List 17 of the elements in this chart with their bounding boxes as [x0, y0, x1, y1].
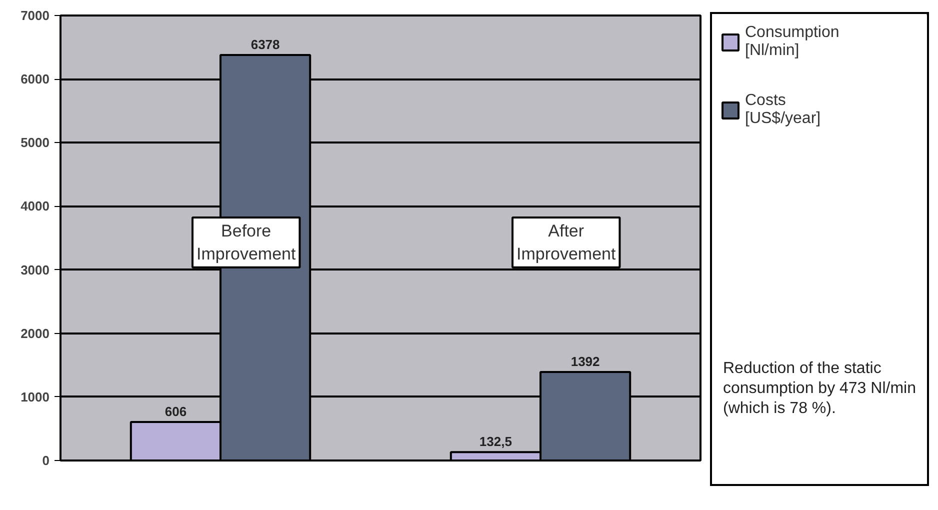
y-tick-label: 7000 [20, 8, 50, 23]
x-tick-label: Before Improvement [196, 222, 296, 264]
y-tick-label: 0 [42, 453, 50, 468]
data-label: 132,5 [479, 434, 512, 450]
legend-label: Costs [US$/year] [745, 91, 822, 129]
y-tick-label: 4000 [20, 198, 50, 214]
data-label: 606 [164, 404, 187, 419]
y-tick-label: 6000 [20, 72, 50, 87]
legend-label: Consumption [Nl/min] [745, 23, 840, 61]
y-tick-label: 3000 [20, 262, 50, 278]
x-tick-label: After Improvement [516, 222, 616, 264]
y-tick-label: 1000 [20, 389, 50, 404]
y-tick-label: 5000 [20, 135, 50, 150]
text: Reduction of the static consumption by 473 Nl/min (which is 78 %). [723, 359, 917, 419]
data-label: 1392 [570, 354, 600, 370]
data-label: 6378 [250, 37, 280, 52]
y-tick-label: 2000 [20, 326, 50, 341]
